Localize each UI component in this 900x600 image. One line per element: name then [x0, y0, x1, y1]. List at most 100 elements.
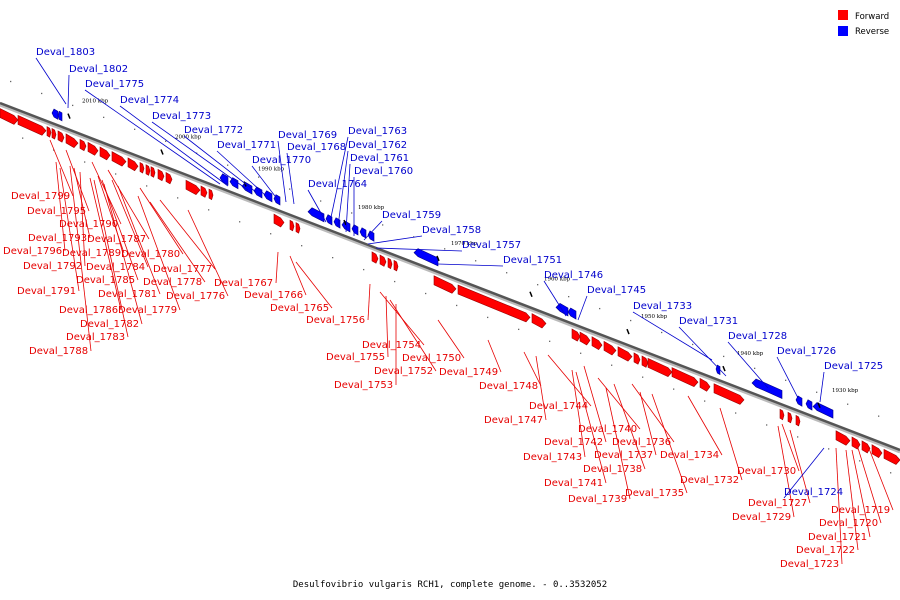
forward-gene-label[interactable]: Deval_1766 — [244, 290, 303, 301]
forward-gene[interactable] — [633, 352, 641, 365]
reverse-gene[interactable] — [795, 395, 803, 407]
reverse-gene[interactable] — [229, 177, 239, 190]
forward-gene-label[interactable]: Deval_1778 — [143, 277, 202, 288]
forward-gene[interactable] — [65, 133, 79, 148]
reverse-gene-label[interactable]: Deval_1759 — [382, 210, 441, 221]
reverse-gene-label[interactable]: Deval_1770 — [252, 155, 311, 166]
forward-gene-label[interactable]: Deval_1767 — [214, 278, 273, 289]
reverse-gene-label[interactable]: Deval_1775 — [85, 79, 144, 90]
forward-gene-label[interactable]: Deval_1799 — [11, 191, 70, 202]
forward-gene-label[interactable]: Deval_1755 — [326, 352, 385, 363]
reverse-gene-label[interactable]: Deval_1768 — [287, 142, 346, 153]
forward-gene[interactable] — [200, 185, 208, 198]
forward-gene-label[interactable]: Deval_1795 — [27, 206, 86, 217]
forward-gene-label[interactable]: Deval_1791 — [17, 286, 76, 297]
reverse-gene[interactable] — [367, 230, 375, 242]
forward-gene-label[interactable]: Deval_1739 — [568, 494, 627, 505]
forward-gene[interactable] — [111, 151, 127, 167]
forward-gene[interactable] — [617, 346, 633, 362]
reverse-gene[interactable] — [51, 108, 59, 120]
reverse-gene[interactable] — [812, 402, 834, 419]
forward-gene-label[interactable]: Deval_1742 — [544, 437, 603, 448]
forward-gene-label[interactable]: Deval_1796 — [3, 246, 62, 257]
reverse-gene[interactable] — [253, 186, 263, 199]
reverse-gene-label[interactable]: Deval_1731 — [679, 316, 738, 327]
reverse-gene-label[interactable]: Deval_1803 — [36, 47, 95, 58]
forward-gene[interactable] — [145, 164, 151, 176]
forward-gene-label[interactable]: Deval_1740 — [578, 424, 637, 435]
forward-gene-label[interactable]: Deval_1744 — [529, 401, 588, 412]
forward-gene[interactable] — [0, 108, 19, 125]
forward-gene-label[interactable]: Deval_1732 — [680, 475, 739, 486]
reverse-gene-label[interactable]: Deval_1773 — [152, 111, 211, 122]
forward-gene-label[interactable]: Deval_1754 — [362, 340, 421, 351]
forward-gene-label[interactable]: Deval_1776 — [166, 291, 225, 302]
forward-gene-label[interactable]: Deval_1737 — [594, 450, 653, 461]
forward-gene-label[interactable]: Deval_1777 — [153, 264, 212, 275]
forward-gene-label[interactable]: Deval_1727 — [748, 498, 807, 509]
reverse-gene[interactable] — [57, 110, 63, 122]
forward-gene-label[interactable]: Deval_1750 — [402, 353, 461, 364]
forward-gene-label[interactable]: Deval_1783 — [66, 332, 125, 343]
reverse-gene-label[interactable]: Deval_1771 — [217, 140, 276, 151]
forward-gene[interactable] — [579, 331, 591, 346]
forward-gene[interactable] — [531, 313, 547, 329]
forward-gene-label[interactable]: Deval_1747 — [484, 415, 543, 426]
reverse-gene[interactable] — [805, 399, 813, 411]
forward-gene[interactable] — [150, 166, 156, 178]
forward-gene[interactable] — [57, 130, 65, 143]
forward-gene-label[interactable]: Deval_1753 — [334, 380, 393, 391]
forward-gene[interactable] — [87, 141, 99, 156]
forward-gene-label[interactable]: Deval_1735 — [625, 488, 684, 499]
forward-gene[interactable] — [699, 377, 711, 392]
forward-gene[interactable] — [99, 146, 111, 161]
reverse-gene-label[interactable]: Deval_1762 — [348, 140, 407, 151]
forward-gene-label[interactable]: Deval_1729 — [732, 512, 791, 523]
forward-gene[interactable] — [208, 188, 214, 201]
forward-gene-label[interactable]: Deval_1765 — [270, 303, 329, 314]
forward-gene-label[interactable]: Deval_1785 — [76, 275, 135, 286]
forward-gene[interactable] — [46, 126, 52, 138]
forward-gene-label[interactable]: Deval_1743 — [523, 452, 582, 463]
forward-gene[interactable] — [387, 257, 393, 270]
forward-gene[interactable] — [127, 157, 139, 172]
forward-gene-label[interactable]: Deval_1780 — [121, 249, 180, 260]
forward-gene[interactable] — [861, 440, 871, 454]
reverse-gene-label[interactable]: Deval_1728 — [728, 331, 787, 342]
forward-gene-label[interactable]: Deval_1741 — [544, 478, 603, 489]
forward-gene-label[interactable]: Deval_1784 — [86, 262, 145, 273]
reverse-gene-label[interactable]: Deval_1760 — [354, 166, 413, 177]
forward-gene[interactable] — [185, 179, 201, 195]
forward-gene[interactable] — [851, 436, 861, 450]
forward-gene[interactable] — [647, 357, 673, 377]
reverse-gene-label[interactable]: Deval_1802 — [69, 64, 128, 75]
forward-gene[interactable] — [571, 328, 581, 342]
forward-gene[interactable] — [603, 340, 617, 356]
forward-gene-label[interactable]: Deval_1756 — [306, 315, 365, 326]
reverse-gene[interactable] — [351, 224, 359, 236]
forward-gene-label[interactable]: Deval_1722 — [796, 545, 855, 556]
reverse-gene-label[interactable]: Deval_1725 — [824, 361, 883, 372]
reverse-gene-label[interactable]: Deval_1769 — [278, 130, 337, 141]
reverse-gene-label[interactable]: Deval_1764 — [308, 179, 367, 190]
reverse-gene-label[interactable]: Deval_1758 — [422, 225, 481, 236]
forward-gene[interactable] — [371, 251, 379, 264]
forward-gene[interactable] — [671, 367, 699, 387]
forward-gene-label[interactable]: Deval_1720 — [819, 518, 878, 529]
forward-gene-label[interactable]: Deval_1719 — [831, 505, 890, 516]
forward-gene-label[interactable]: Deval_1752 — [374, 366, 433, 377]
forward-gene-label[interactable]: Deval_1734 — [660, 450, 719, 461]
forward-gene[interactable] — [79, 138, 87, 152]
forward-gene-label[interactable]: Deval_1721 — [808, 532, 867, 543]
reverse-gene-label[interactable]: Deval_1763 — [348, 126, 407, 137]
forward-gene-label[interactable]: Deval_1749 — [439, 367, 498, 378]
forward-gene[interactable] — [795, 414, 801, 427]
reverse-gene-label[interactable]: Deval_1772 — [184, 125, 243, 136]
reverse-gene-label[interactable]: Deval_1745 — [587, 285, 646, 296]
forward-gene[interactable] — [17, 114, 47, 136]
reverse-gene[interactable] — [413, 248, 439, 267]
forward-gene[interactable] — [641, 355, 649, 368]
reverse-gene-label[interactable]: Deval_1746 — [544, 270, 603, 281]
reverse-gene[interactable] — [241, 181, 253, 195]
forward-gene[interactable] — [835, 430, 851, 446]
